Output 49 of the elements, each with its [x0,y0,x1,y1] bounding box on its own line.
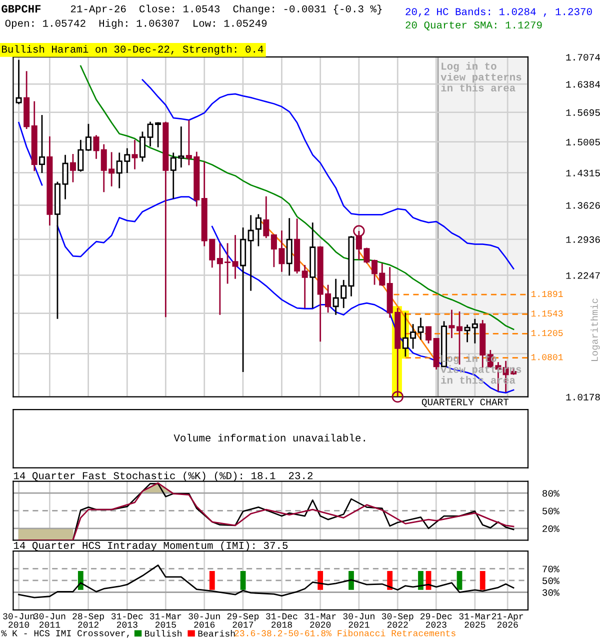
text: 20 Quarter SMA: 1.1279 [406,21,542,30]
y-tick-label: 1.7074 [566,54,600,61]
x-tick-label: 30-Jun 2016 [188,613,220,628]
y-tick-label: 30% [542,589,560,596]
annotation: 1.1205 [531,330,563,336]
x-tick-label: 31-Mar 2025 [459,613,490,628]
y-tick-label: 70% [542,566,560,572]
x-tick-label: 30-Jun 2011 [34,613,66,628]
y-tick-label: 1.4315 [566,170,600,176]
y-tick-label: 20% [542,525,560,532]
y-tick-label: 50% [542,508,560,514]
text: 20,2 HC Bands: 1.0284 , 1.2370 [406,8,592,17]
x-tick-label: 21-Apr 2026 [492,613,524,628]
y-tick-label: 1.6384 [566,81,600,88]
text: Open: 1.05742 High: 1.06307 Low: 1.05249 [5,19,267,29]
x-tick-label: 31-Mar 2015 [150,613,182,628]
y-tick-label: 1.0178 [566,394,600,400]
text: 23.6-38.2-50-61.8% Fibonacci Retracements [234,630,456,636]
y-tick-label: 1.2936 [566,236,600,243]
band-label: Log in to view patterns in this area [440,62,522,92]
x-tick-label: 30-Sep 2022 [382,613,414,628]
y-tick-label: 1.3626 [566,202,600,209]
y-tick-label: 1.5695 [566,109,600,116]
annotation: 1.1891 [531,290,563,298]
legend-label: Bullish [145,630,182,637]
legend-label: Bearish [198,630,235,637]
chart-title: GBPCHF [2,5,41,13]
text: Bullish Harami on 30-Dec-22, Strength: 0.4 [2,45,264,55]
x-tick-label: 30-Jun 2021 [343,613,374,628]
chart-title: 14 Quarter HCS Intraday Momentum (IMI): 37.5 [14,541,288,552]
annotation: 1.0801 [531,354,563,360]
annotation: 1.1543 [531,310,563,317]
x-tick-label: 28-Sep 2012 [72,613,104,628]
x-tick-label: 31-Mar 2020 [304,613,336,628]
x-tick-label: 29-Dec 2023 [420,613,452,628]
text: Volume information unavailable. [174,434,365,442]
x-tick-label: 29-Sep 2017 [227,613,259,628]
text: QUARTERLY CHART [422,398,509,408]
y-tick-label: 80% [542,490,560,497]
text: 21-Apr-26 Close: 1.0543 Change: -0.0031 {-0.3 %} [70,4,382,14]
y-tick-label: 1.5005 [566,138,600,146]
y-axis-title: Logarithmic [590,298,600,361]
x-tick-label: 31-Dec 2018 [266,613,298,628]
y-tick-label: 50% [542,578,560,584]
legend-title: % K - HCS IMI Crossover, [1,630,129,638]
y-tick-label: 1.2247 [566,272,600,279]
x-tick-label: 31-Dec 2013 [111,613,143,628]
x-tick-label: 30-Jun 2010 [3,613,34,628]
chart-title: 14 Quarter Fast Stochastic (%K) (%D): 18.1 23.2 [14,472,313,482]
